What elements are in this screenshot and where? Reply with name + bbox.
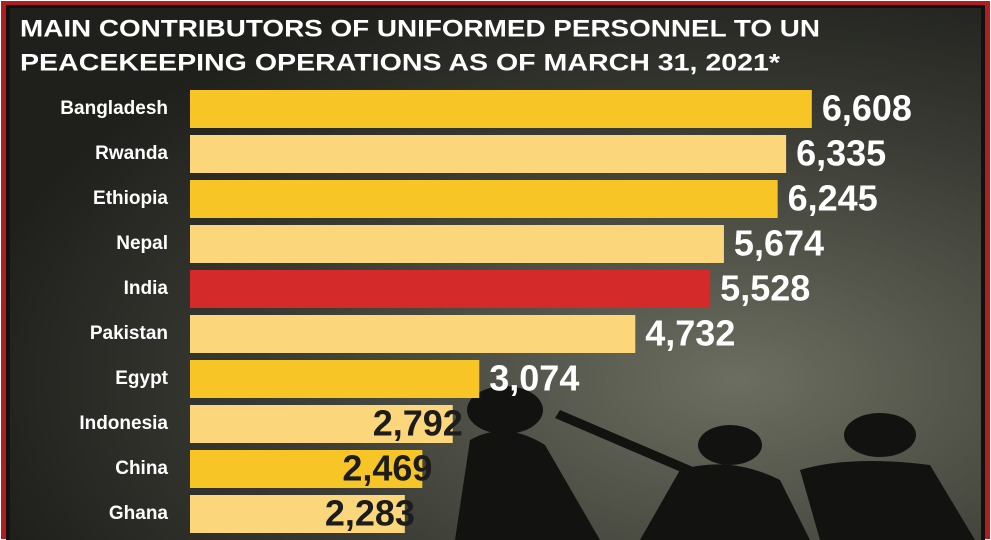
bar — [190, 225, 724, 263]
value-label: 6,608 — [822, 88, 912, 129]
bar — [190, 90, 812, 128]
value-label: 5,674 — [734, 223, 824, 264]
bar — [190, 270, 710, 308]
chart-title: PEACEKEEPING OPERATIONS AS OF MARCH 31, … — [20, 49, 781, 76]
bar — [190, 360, 479, 398]
category-label: China — [115, 458, 168, 479]
value-label: 6,245 — [788, 178, 878, 219]
value-label: 5,528 — [720, 268, 810, 309]
category-label: Nepal — [116, 233, 168, 254]
value-label: 6,335 — [796, 133, 886, 174]
value-label: 2,469 — [342, 448, 432, 489]
category-label: Ethiopia — [93, 188, 168, 209]
category-label: Ghana — [109, 503, 169, 524]
category-label: Indonesia — [79, 413, 168, 434]
category-label: Egypt — [115, 368, 168, 389]
value-label: 3,074 — [489, 358, 579, 399]
category-label: Rwanda — [95, 143, 168, 164]
value-label: 4,732 — [645, 313, 735, 354]
category-label: India — [124, 278, 169, 299]
value-label: 2,792 — [373, 403, 463, 444]
bar — [190, 135, 786, 173]
chart-title: MAIN CONTRIBUTORS OF UNIFORMED PERSONNEL… — [20, 15, 820, 42]
bar — [190, 315, 635, 353]
bar — [190, 180, 778, 218]
category-label: Bangladesh — [60, 98, 168, 119]
page: MAIN CONTRIBUTORS OF UNIFORMED PERSONNEL… — [0, 0, 991, 540]
category-label: Pakistan — [90, 323, 168, 344]
value-label: 2,283 — [325, 493, 415, 534]
chart: MAIN CONTRIBUTORS OF UNIFORMED PERSONNEL… — [0, 0, 991, 540]
